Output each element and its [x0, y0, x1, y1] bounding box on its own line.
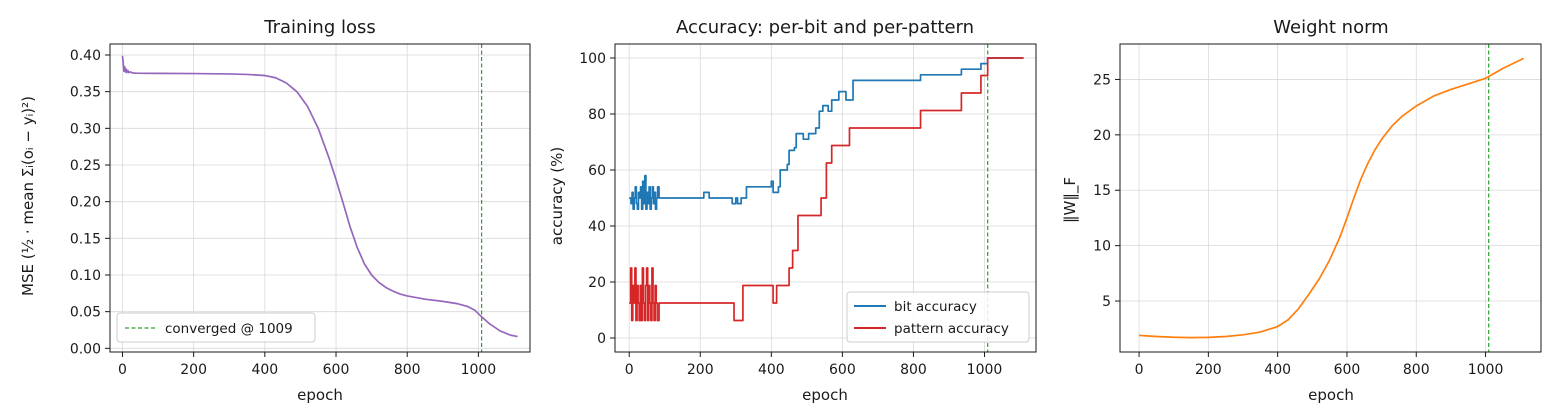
- accuracy-y-tick-label: 20: [588, 275, 606, 291]
- loss-panel: Training loss epoch MSE (½ · mean Σᵢ(oᵢ …: [19, 17, 531, 404]
- loss-x-axis-label: epoch: [297, 386, 343, 404]
- loss-y-tick-label: 0.00: [70, 341, 101, 357]
- weight-y-tick-label: 20: [1093, 128, 1111, 144]
- accuracy-plot-frame: [614, 43, 1037, 353]
- weight-x-tick-label: 400: [1264, 362, 1291, 378]
- loss-legend: converged @ 1009: [116, 312, 316, 343]
- weight-series-0-line: [1139, 57, 1525, 339]
- loss-x-tick-label: 200: [180, 362, 207, 378]
- accuracy-legend-label-bit: bit accuracy: [894, 299, 977, 315]
- loss-y-tick-label: 0.10: [70, 268, 101, 284]
- weight-y-tick-label: 15: [1093, 183, 1111, 199]
- loss-y-tick-label: 0.40: [70, 48, 101, 64]
- weight-x-tick-label: 0: [1135, 362, 1144, 378]
- loss-y-tick-label: 0.35: [70, 85, 101, 101]
- accuracy-y-tick-label: 100: [579, 51, 606, 67]
- weight-panel: Weight norm epoch ‖W‖_F 0 200 400 600 800 100…: [1061, 17, 1542, 404]
- loss-y-tick-label: 0.30: [70, 121, 101, 137]
- accuracy-bit-accuracy-line: [629, 57, 1024, 211]
- weight-chart-title: Weight norm: [1273, 17, 1388, 38]
- accuracy-x-tick-label: 600: [829, 362, 856, 378]
- accuracy-x-tick-label: 1000: [967, 362, 1003, 378]
- loss-x-tick-label: 400: [251, 362, 278, 378]
- weight-y-tick-label: 25: [1093, 72, 1111, 88]
- loss-y-tick-label: 0.20: [70, 195, 101, 211]
- weight-x-tick-label: 600: [1334, 362, 1361, 378]
- weight-x-axis-label: epoch: [1308, 386, 1354, 404]
- accuracy-y-tick-label: 80: [588, 107, 606, 123]
- loss-x-tick-label: 0: [118, 362, 127, 378]
- loss-y-axis-label: MSE (½ · mean Σᵢ(oᵢ − yᵢ)²): [19, 96, 37, 296]
- weight-plot-frame: [1119, 43, 1542, 353]
- loss-x-tick-label: 1000: [461, 362, 497, 378]
- weight-x-tick-label: 200: [1195, 362, 1222, 378]
- accuracy-y-axis-label: accuracy (%): [548, 147, 566, 245]
- accuracy-x-axis-label: epoch: [802, 386, 848, 404]
- loss-y-tick-label: 0.15: [70, 231, 101, 247]
- accuracy-pattern-accuracy-line: [629, 57, 1024, 322]
- accuracy-x-tick-label: 200: [687, 362, 714, 378]
- weight-y-axis-label: ‖W‖_F: [1061, 177, 1080, 223]
- accuracy-y-tick-label: 60: [588, 163, 606, 179]
- accuracy-legend-box: [846, 291, 1030, 343]
- loss-x-tick-label: 600: [323, 362, 350, 378]
- loss-chart-title: Training loss: [263, 17, 376, 38]
- accuracy-y-tick-label: 0: [597, 331, 606, 347]
- loss-y-tick-label: 0.25: [70, 158, 101, 174]
- loss-legend-box: [116, 312, 316, 343]
- accuracy-x-tick-label: 0: [625, 362, 634, 378]
- accuracy-panel: Accuracy: per-bit and per-pattern epoch …: [548, 17, 1037, 404]
- accuracy-y-tick-label: 40: [588, 219, 606, 235]
- loss-series-0-line: [121, 55, 518, 338]
- accuracy-x-tick-label: 400: [758, 362, 785, 378]
- accuracy-legend: bit accuracy pattern accuracy: [846, 291, 1030, 343]
- loss-y-tick-label: 0.05: [70, 305, 101, 321]
- loss-x-tick-label: 800: [394, 362, 421, 378]
- weight-y-tick-label: 5: [1102, 294, 1111, 310]
- weight-y-tick-label: 10: [1093, 239, 1111, 255]
- weight-x-tick-label: 800: [1403, 362, 1430, 378]
- loss-plot-frame: [109, 43, 531, 353]
- accuracy-chart-title: Accuracy: per-bit and per-pattern: [676, 17, 974, 38]
- accuracy-x-tick-label: 800: [900, 362, 927, 378]
- loss-legend-label-converged: converged @ 1009: [165, 321, 293, 337]
- weight-x-tick-label: 1000: [1468, 362, 1504, 378]
- accuracy-legend-label-pattern: pattern accuracy: [894, 321, 1009, 337]
